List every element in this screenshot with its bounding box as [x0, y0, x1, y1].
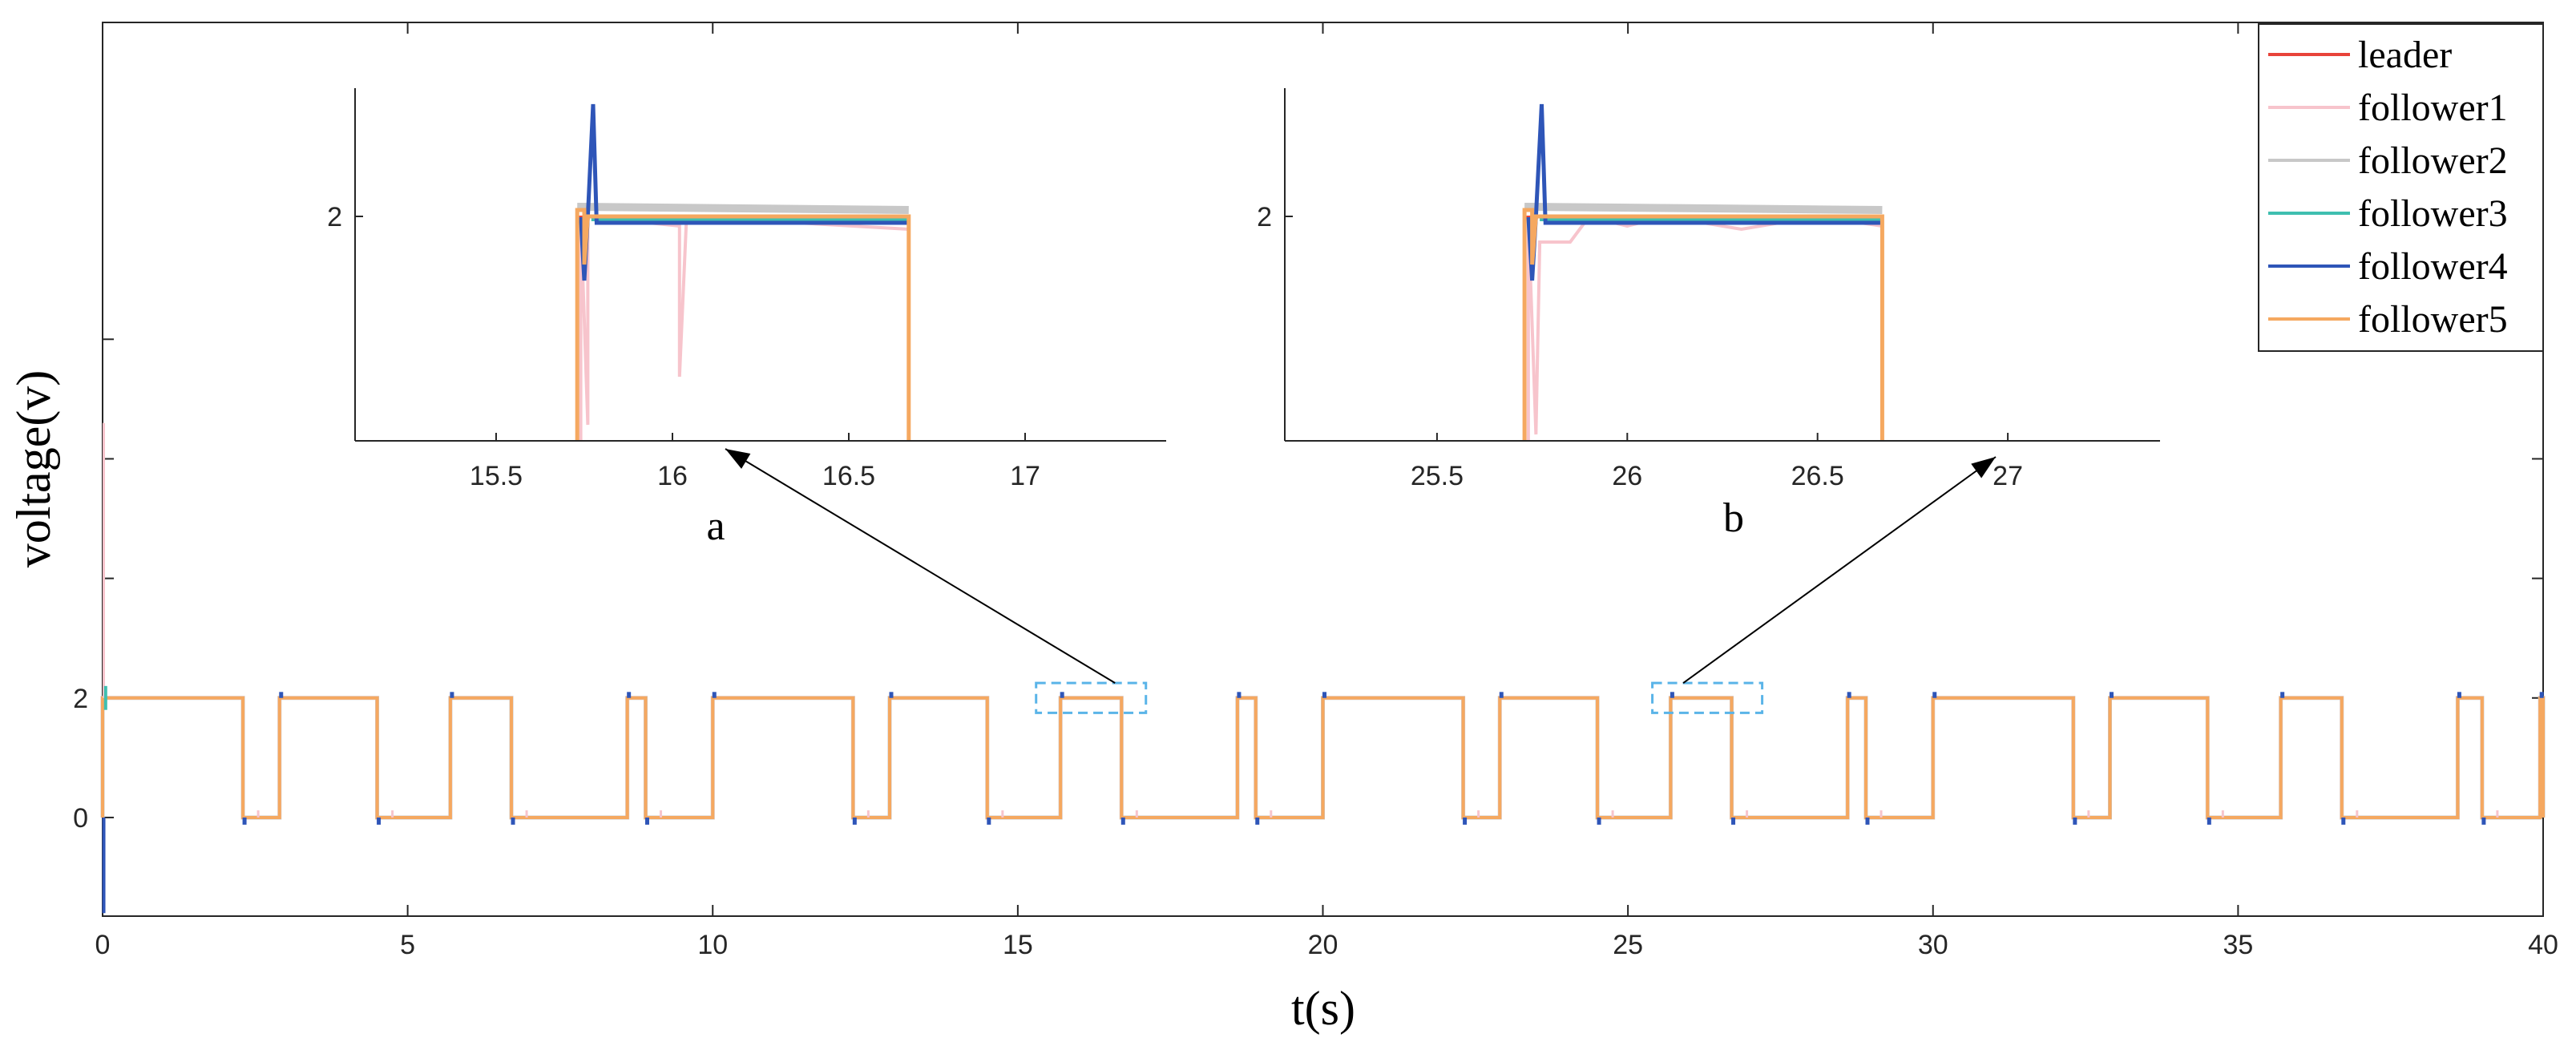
inset-b-x-tick-label: 25.5 [1411, 461, 1464, 491]
arrow-head-a [725, 449, 751, 469]
inset-a-follower4 [579, 103, 909, 281]
y-tick-label: 2 [73, 684, 88, 714]
inset-b-follower5 [1522, 208, 1884, 441]
inset-b-x-tick-label: 26.5 [1791, 461, 1844, 491]
y-tick-label: 0 [73, 803, 88, 834]
arrow-a [725, 448, 1116, 684]
x-tick-label: 5 [400, 930, 415, 960]
zoom-box-a [1035, 681, 1148, 714]
inset-a-x-tick-label: 16 [657, 461, 688, 491]
inset-a-y-tick-label: 2 [327, 202, 342, 232]
x-tick-label: 40 [2528, 930, 2558, 960]
legend-label-follower3: follower3 [2358, 192, 2508, 235]
x-tick-label: 20 [1308, 930, 1338, 960]
series-follower5 [101, 696, 2545, 819]
inset-a-x-tick-label: 16.5 [822, 461, 875, 491]
x-tick-label: 30 [1918, 930, 1948, 960]
x-tick-label: 0 [95, 930, 111, 960]
inset-b-follower2 [1524, 203, 1883, 214]
arrow-b [1682, 456, 1997, 684]
inset-b-panel [1282, 88, 2160, 441]
inset-b-x-tick-label: 26 [1612, 461, 1642, 491]
inset-b-label: b [1723, 495, 1744, 541]
inset-a-panel [353, 88, 1166, 441]
legend-box [2258, 23, 2544, 352]
legend: leader follower1 follower2 follower3 followe… [2258, 23, 2544, 352]
x-axis-label: t(s) [1291, 982, 1355, 1035]
inset-a-x-tick-label: 15.5 [470, 461, 523, 491]
legend-label-follower1: follower1 [2358, 87, 2508, 129]
y-axis-label: voltage(v) [7, 370, 60, 568]
inset-b-follower4 [1526, 103, 1883, 281]
legend-label-follower5: follower5 [2358, 298, 2508, 341]
x-tick-label: 15 [1003, 930, 1033, 960]
x-tick-label: 25 [1613, 930, 1643, 960]
inset-a-label: a [706, 503, 725, 549]
inset-a-follower2 [577, 203, 909, 214]
arrow-head-b [1971, 457, 1996, 479]
inset-b-x-tick-label: 27 [1993, 461, 2023, 491]
legend-label-follower2: follower2 [2358, 139, 2508, 182]
legend-label-leader: leader [2358, 34, 2452, 76]
inset-a-follower5 [575, 208, 911, 441]
x-tick-label: 10 [697, 930, 728, 960]
inset-b-y-tick-label: 2 [1257, 202, 1272, 232]
legend-label-follower4: follower4 [2358, 245, 2508, 288]
zoom-box-b [1651, 681, 1764, 714]
inset-a-x-tick-label: 17 [1010, 461, 1040, 491]
x-tick-label: 35 [2223, 930, 2253, 960]
